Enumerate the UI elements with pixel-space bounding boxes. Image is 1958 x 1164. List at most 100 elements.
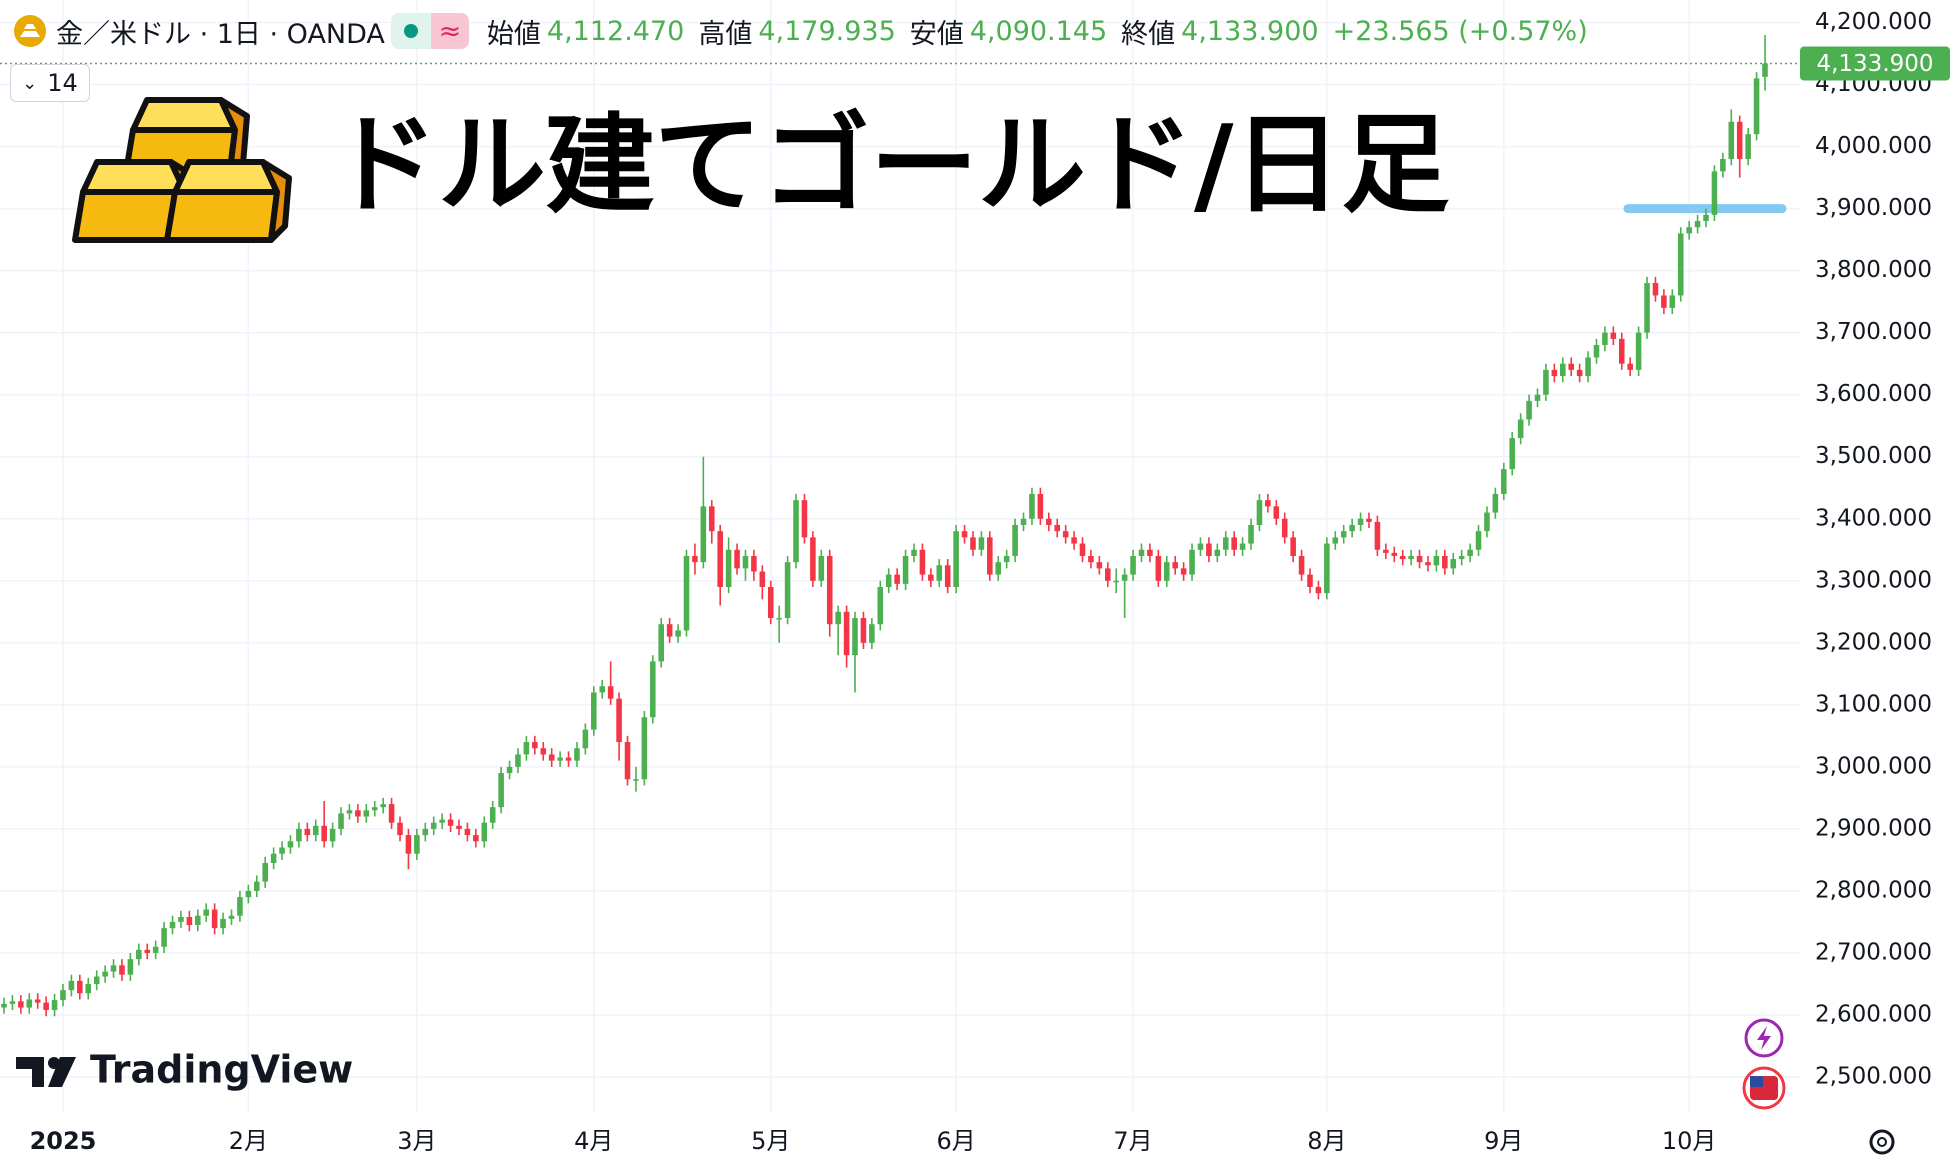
candle-body bbox=[1012, 524, 1018, 556]
candle-body bbox=[1745, 134, 1751, 159]
candle-body bbox=[1509, 438, 1516, 470]
candle-body bbox=[877, 586, 884, 625]
candle-body bbox=[936, 565, 943, 581]
candle-body bbox=[1711, 171, 1718, 215]
candle-body bbox=[1433, 555, 1440, 566]
candle-body bbox=[1694, 221, 1701, 228]
candle-body bbox=[835, 611, 841, 625]
candle-body bbox=[388, 804, 395, 823]
y-tick-label: 2,800.000 bbox=[1815, 877, 1932, 903]
candle-body bbox=[641, 717, 648, 780]
x-tick-label: 10月 bbox=[1662, 1127, 1717, 1155]
event-flag-canton bbox=[1750, 1076, 1763, 1087]
candle-body bbox=[1256, 500, 1263, 525]
candle-body bbox=[1290, 537, 1296, 556]
x-tick-label: 2月 bbox=[229, 1127, 268, 1155]
candle-body bbox=[296, 828, 302, 842]
candle-body bbox=[599, 686, 606, 693]
candle-body bbox=[287, 841, 294, 848]
candle-body bbox=[506, 766, 513, 774]
y-tick-label: 2,600.000 bbox=[1815, 1001, 1932, 1027]
candle-body bbox=[1425, 562, 1431, 566]
candle-body bbox=[1602, 332, 1608, 346]
candle-body bbox=[1416, 555, 1423, 563]
candle-body bbox=[1113, 580, 1119, 583]
x-tick-label: 9月 bbox=[1484, 1127, 1523, 1155]
candle-body bbox=[1054, 524, 1061, 532]
candle-body bbox=[532, 742, 538, 749]
candle-body bbox=[666, 624, 673, 637]
candle-body bbox=[869, 624, 875, 643]
candle-body bbox=[51, 1000, 58, 1011]
candle-body bbox=[633, 779, 639, 781]
candle-body bbox=[102, 971, 108, 977]
candle-body bbox=[338, 813, 344, 829]
interval-toggle[interactable]: ⌄ 14 bbox=[10, 64, 90, 102]
candle-body bbox=[430, 822, 437, 829]
candle-body bbox=[961, 531, 968, 538]
candle-body bbox=[818, 555, 825, 581]
candle-body bbox=[1686, 227, 1692, 234]
candle-body bbox=[1180, 568, 1187, 575]
candle-body bbox=[355, 810, 361, 817]
candle-body bbox=[616, 698, 622, 743]
candle-body bbox=[1458, 555, 1465, 560]
candle-body bbox=[304, 828, 311, 836]
candle-body bbox=[186, 916, 193, 926]
candle-body bbox=[1568, 363, 1574, 370]
candle-body bbox=[237, 897, 243, 916]
candle-body bbox=[911, 549, 917, 556]
candle-body bbox=[1551, 369, 1558, 377]
candle-body bbox=[93, 976, 100, 984]
x-tick-label: 3月 bbox=[397, 1127, 436, 1155]
candle-body bbox=[1585, 357, 1591, 377]
symbol-name: 金／米ドル · 1日 · OANDA bbox=[56, 18, 385, 50]
y-tick-label: 4,000.000 bbox=[1815, 133, 1932, 159]
last-price-label: 4,133.900 bbox=[1816, 51, 1933, 77]
candle-body bbox=[852, 617, 858, 656]
y-tick-label: 3,300.000 bbox=[1815, 567, 1932, 593]
candle-body bbox=[1214, 549, 1221, 556]
candle-body bbox=[473, 835, 479, 842]
y-tick-label: 3,700.000 bbox=[1815, 319, 1932, 345]
alert-bolt bbox=[1757, 1026, 1771, 1050]
candle-body bbox=[995, 562, 1002, 575]
candle-body bbox=[1652, 283, 1659, 296]
candle-body bbox=[397, 822, 403, 836]
settings-icon[interactable] bbox=[1869, 1129, 1895, 1155]
candle-body bbox=[26, 999, 33, 1008]
candle-body bbox=[178, 916, 184, 922]
candle-body bbox=[211, 909, 218, 929]
candle-body bbox=[1281, 518, 1288, 538]
market-open-badge bbox=[390, 13, 431, 49]
open-label: 始値 bbox=[486, 18, 541, 50]
y-tick-label: 2,700.000 bbox=[1815, 939, 1932, 965]
candle-body bbox=[203, 909, 210, 916]
overlay-title: ドル建てゴールド/日足 bbox=[330, 103, 1449, 228]
candle-body bbox=[978, 537, 985, 550]
candle-body bbox=[759, 571, 766, 587]
y-tick-label: 3,000.000 bbox=[1815, 753, 1932, 779]
candle-body bbox=[363, 810, 370, 817]
candle-body bbox=[481, 822, 488, 842]
x-tick-label: 6月 bbox=[936, 1127, 975, 1155]
change-value: +23.565 (+0.57%) bbox=[1332, 15, 1588, 47]
candle-body bbox=[1273, 506, 1280, 519]
candle-body bbox=[161, 928, 167, 947]
candle-body bbox=[1088, 555, 1094, 563]
logo-text: TradingView bbox=[90, 1048, 353, 1092]
candle-body bbox=[1383, 549, 1389, 553]
interval-value: 14 bbox=[47, 69, 78, 97]
candle-body bbox=[1138, 549, 1145, 556]
data-badge[interactable]: ≈ bbox=[430, 13, 469, 49]
candle-body bbox=[77, 980, 83, 994]
candle-body bbox=[725, 549, 732, 587]
candle-body bbox=[793, 500, 799, 563]
candle-body bbox=[312, 825, 319, 836]
candle-body bbox=[1, 1003, 7, 1008]
x-tick-label: 4月 bbox=[574, 1127, 613, 1155]
y-tick-label: 2,900.000 bbox=[1815, 815, 1932, 841]
candle-body bbox=[801, 500, 808, 538]
candle-body bbox=[1340, 531, 1347, 538]
y-tick-label: 4,200.000 bbox=[1815, 9, 1932, 35]
